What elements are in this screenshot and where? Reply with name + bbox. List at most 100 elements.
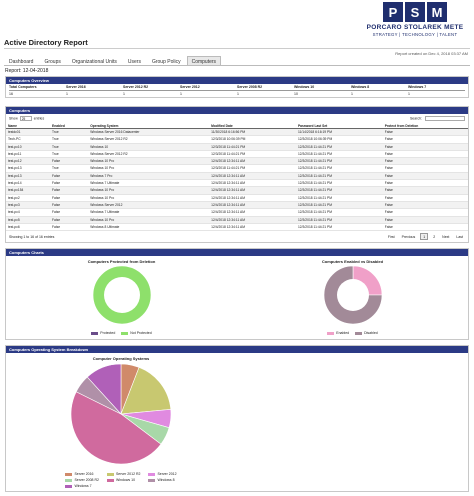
pie-slice-windows-10[interactable] <box>70 391 162 465</box>
column-header-name[interactable]: Name <box>6 123 51 129</box>
cell-operating-system: Windows 7 Ultimate <box>88 179 210 188</box>
cell-protect-from-deletion: False <box>382 128 468 137</box>
legend-label: Server 2012 <box>157 472 177 476</box>
cell-protect-from-deletion: False <box>382 194 468 202</box>
cell-modified-date: 12/3/2018 10:06:39 PM <box>209 135 296 144</box>
tab-dashboard[interactable]: Dashboard <box>9 59 34 65</box>
nav-tabs: Dashboard Groups Organizational Units Users… <box>4 56 470 66</box>
computers-overview-panel: Computers Overview Total Computers Server… <box>5 76 469 98</box>
page-title: Active Directory Report <box>4 38 88 47</box>
tab-organizational-units[interactable]: Organizational Units <box>71 59 117 65</box>
legend-item-windows-8[interactable]: Windows 8 <box>148 478 176 482</box>
pie-slice-server-2012-r2[interactable] <box>120 366 172 415</box>
legend-item-server-2016[interactable]: Server 2016 <box>65 472 99 476</box>
legend-item-server-2012-r2[interactable]: Server 2012 R2 <box>106 472 140 476</box>
column-header-enabled[interactable]: Enabled <box>50 123 89 129</box>
legend-label: Windows 10 <box>115 478 136 482</box>
cell-protect-from-deletion: False <box>382 172 468 181</box>
cell-protect-from-deletion: False <box>382 216 468 224</box>
cell-password-last-set: 12/3/2018 11:44:21 PM <box>295 201 383 210</box>
legend-swatch <box>65 472 73 476</box>
tab-group-policy[interactable]: Group Policy <box>151 59 181 65</box>
column-header-operating-system[interactable]: Operating System <box>88 123 210 129</box>
pager-page-button[interactable]: 2 <box>433 234 436 239</box>
cell-enabled: False <box>50 179 89 188</box>
cell-operating-system: Windows 7 Ultimate <box>88 208 210 217</box>
cell-password-last-set: 12/3/2018 11:44:21 PM <box>295 164 383 173</box>
table-row: test-pc3 False Windows Server 2012 12/4/201… <box>6 201 468 210</box>
search-input[interactable] <box>425 116 465 121</box>
legend-item-not-protected[interactable]: Not Protected <box>121 331 152 335</box>
table-footer: Showing 1 to 16 of 16 entries First Prev… <box>6 231 468 242</box>
cell-operating-system: Windows Server 2012 R2 <box>88 135 210 144</box>
cell-enabled: False <box>50 157 89 166</box>
pager-next-button[interactable]: Next <box>442 234 450 239</box>
column-header-protect-from-deletion[interactable]: Protect from Deletion <box>382 123 468 129</box>
cell-password-last-set: 12/3/2018 11:44:21 PM <box>295 157 383 166</box>
cell-password-last-set: 12/3/2018 11:44:21 PM <box>295 172 383 181</box>
cell-name: test-pc12 <box>6 157 51 166</box>
logo-letter: P <box>383 2 403 22</box>
cell-enabled: False <box>50 186 89 195</box>
cell-password-last-set: 12/3/2018 11:44:21 PM <box>295 208 383 217</box>
pie-slice-disabled[interactable] <box>323 265 383 325</box>
logo-letters: P S M <box>360 2 470 22</box>
tab-users[interactable]: Users <box>127 59 141 65</box>
cell-protect-from-deletion: False <box>382 143 468 151</box>
entries-select[interactable]: 25 <box>19 116 32 121</box>
tab-groups[interactable]: Groups <box>44 59 61 65</box>
pagination: First Previous 1 2 Next Last <box>386 233 465 241</box>
pager-first-button[interactable]: First <box>387 234 395 239</box>
overview-value: 1 <box>180 92 182 96</box>
legend-item-server-2012[interactable]: Server 2012 <box>148 472 177 476</box>
pager-page-button[interactable]: 1 <box>420 233 429 241</box>
overview-value: 1 <box>351 92 353 96</box>
cell-protect-from-deletion: False <box>382 201 468 210</box>
legend-item-enabled[interactable]: Enabled <box>327 331 349 335</box>
cell-password-last-set: 12/3/2018 11:44:21 PM <box>295 143 383 151</box>
cell-password-last-set: 12/3/2018 11:44:21 PM <box>295 223 383 232</box>
charts-row: Computers Protected from Deletion Protec… <box>6 256 468 335</box>
cell-enabled: True <box>50 143 89 151</box>
chart-title: Computers Enabled vs Disabled <box>321 259 384 264</box>
cell-enabled: False <box>50 208 89 217</box>
legend-item-windows-7[interactable]: Windows 7 <box>65 484 99 488</box>
column-header-modified-date[interactable]: Modified Date <box>209 123 296 129</box>
cell-operating-system: Windows Server 2012 R2 <box>88 150 210 159</box>
search-label: Search: <box>409 116 423 121</box>
cell-operating-system: Windows 7 Pro <box>88 172 210 181</box>
legend-item-server-2008-r2[interactable]: Server 2008 R2 <box>65 478 99 482</box>
cell-name: test-pc2 <box>6 194 51 202</box>
legend-item-protected[interactable]: Protected <box>91 331 115 335</box>
overview-grid: Total Computers Server 2016 Server 2012 R2… <box>6 84 468 97</box>
legend-swatch <box>355 331 363 335</box>
pager-previous-button[interactable]: Previous <box>401 234 416 239</box>
cell-protect-from-deletion: False <box>382 157 468 166</box>
panel-header: Computers <box>6 107 468 114</box>
legend-label: Enabled <box>336 331 350 335</box>
cell-enabled: True <box>50 164 89 173</box>
pager-last-button[interactable]: Last <box>456 234 463 239</box>
legend-label: Server 2008 R2 <box>74 478 99 482</box>
chart-legend: Server 2016 Server 2012 R2 Server 2012 Serv… <box>6 472 236 488</box>
overview-header: Windows 10 <box>294 85 351 91</box>
cell-name: test-pc154 <box>6 186 51 195</box>
os-chart: Computer Operating Systems Server 2016 Se… <box>6 353 236 488</box>
cell-operating-system: Windows 8 Ultimate <box>88 223 210 232</box>
legend-item-windows-10[interactable]: Windows 10 <box>106 478 141 482</box>
pie-slice-windows-7[interactable] <box>86 363 122 415</box>
legend-label: Disabled <box>364 331 378 335</box>
cell-enabled: False <box>50 223 89 232</box>
legend-item-disabled[interactable]: Disabled <box>355 331 378 335</box>
column-header-password-last-set[interactable]: Password Last Set <box>295 123 383 129</box>
tab-computers[interactable]: Computers <box>186 56 222 65</box>
cell-modified-date: 12/4/2018 12:34:11 AM <box>209 157 296 166</box>
cell-operating-system: Windows 10 <box>88 143 210 151</box>
cell-name: test-pc14 <box>6 179 51 188</box>
cell-name: test-pc13 <box>6 164 51 173</box>
cell-password-last-set: 12/3/2018 11:44:21 PM <box>295 186 383 195</box>
cell-name: test-pc5 <box>6 216 51 224</box>
entries-label: entries <box>33 116 45 121</box>
computers-table-panel: Computers Show 25 entries Search: Name En… <box>5 106 469 244</box>
panel-header: Computers Overview <box>6 77 468 84</box>
